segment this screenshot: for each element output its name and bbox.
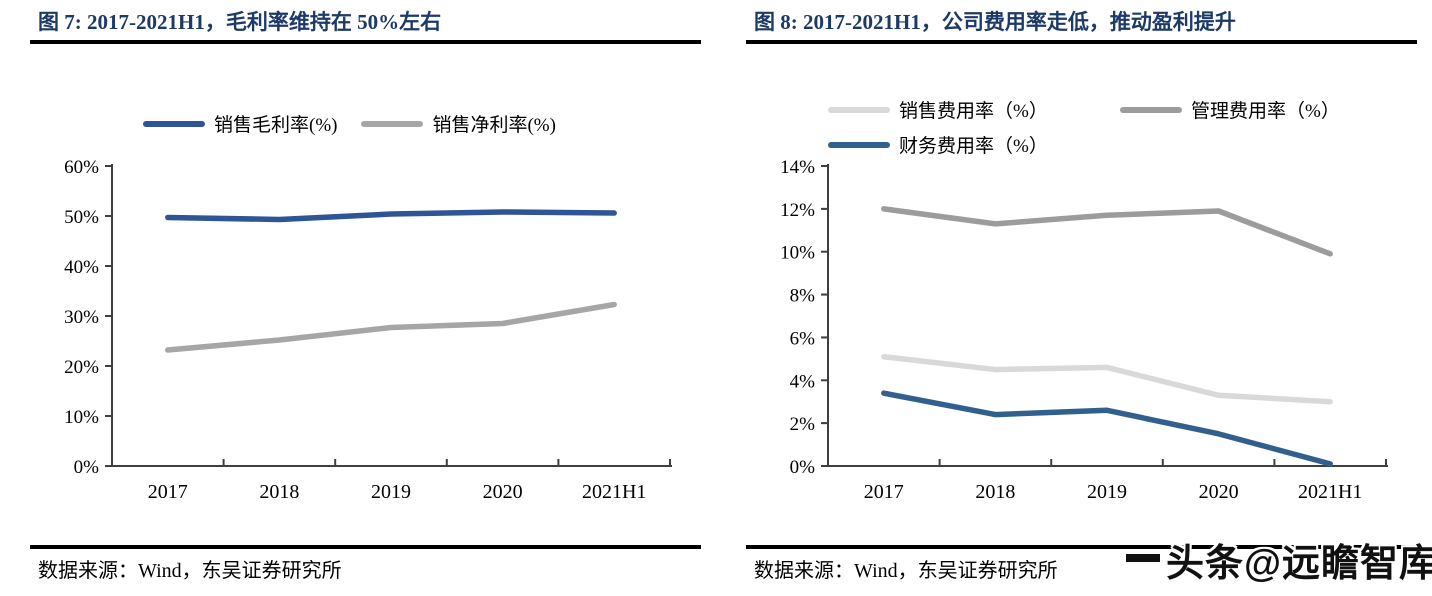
x-category-label: 2019 <box>1087 481 1127 503</box>
x-category-label: 2021H1 <box>582 481 646 503</box>
y-tick-label: 0% <box>790 457 816 478</box>
x-category-label: 2019 <box>371 481 411 503</box>
figure-8-title-rule <box>746 40 1417 44</box>
legend-label: 销售净利率(%) <box>432 115 556 136</box>
legend-label: 管理费用率（%） <box>1191 101 1340 122</box>
series-line <box>881 353 1333 405</box>
legend-item-gross-margin: 销售毛利率(%) <box>143 110 337 137</box>
y-tick-label: 0% <box>74 457 100 478</box>
series-line <box>881 206 1333 257</box>
x-category-label: 2017 <box>148 481 188 503</box>
y-tick-label: 14% <box>780 157 815 178</box>
legend-label: 销售毛利率(%) <box>214 115 338 136</box>
legend-item-selling-expense: 销售费用率（%） <box>828 96 1120 123</box>
legend-item-admin-expense: 管理费用率（%） <box>1120 96 1340 123</box>
figure-8: 图 8: 2017-2021H1，公司费用率走低，推动盈利提升 销售费用率（%）… <box>716 0 1432 596</box>
expense-ratio-line-chart: 0% 2% 4% 6% 8% 10% 12% 14% 2017 2018 2019 2020 2021H… <box>780 157 1388 503</box>
y-tick-label: 4% <box>790 371 816 392</box>
finance-expense-line-swatch <box>828 141 890 148</box>
legend-item-finance-expense: 财务费用率（%） <box>828 131 1120 158</box>
axis <box>111 164 672 467</box>
gross-margin-line-swatch <box>143 120 205 127</box>
watermark-clipped-glyph <box>1126 554 1160 562</box>
x-category-label: 2021H1 <box>1298 481 1362 503</box>
watermark-text: 头条@远瞻智库 <box>1166 543 1432 585</box>
figure-7-title-rule <box>30 40 701 44</box>
axis <box>827 164 1388 467</box>
y-tick-label: 10% <box>64 407 99 428</box>
figure-8-source: 数据来源：Wind，东吴证券研究所 <box>754 560 1058 582</box>
series-line <box>881 390 1333 467</box>
y-tick-label: 12% <box>780 200 815 221</box>
y-tick-label: 10% <box>780 243 815 264</box>
y-tick-label: 60% <box>64 157 99 178</box>
x-category-label: 2018 <box>975 481 1015 503</box>
figure-8-legend: 销售费用率（%） 管理费用率（%） 财务费用率（%） <box>828 96 1340 158</box>
y-tick-label: 50% <box>64 207 99 228</box>
legend-label: 财务费用率（%） <box>899 136 1048 157</box>
admin-expense-line-swatch <box>1120 106 1182 113</box>
figure-8-title: 图 8: 2017-2021H1，公司费用率走低，推动盈利提升 <box>754 10 1236 34</box>
y-tick-label: 40% <box>64 257 99 278</box>
x-category-label: 2017 <box>864 481 904 503</box>
figure-8-source-rule <box>746 545 1417 549</box>
figure-7-source: 数据来源：Wind，东吴证券研究所 <box>38 560 342 582</box>
figure-7-title: 图 7: 2017-2021H1，毛利率维持在 50%左右 <box>38 10 442 34</box>
series-line <box>165 209 617 223</box>
y-tick-label: 2% <box>790 414 816 435</box>
x-category-label: 2018 <box>259 481 299 503</box>
figure-7-source-rule <box>30 545 701 549</box>
figure-7-legend: 销售毛利率(%) 销售净利率(%) <box>143 110 556 137</box>
figure-7: 图 7: 2017-2021H1，毛利率维持在 50%左右 销售毛利率(%) 销… <box>30 10 701 582</box>
y-tick-label: 6% <box>790 328 816 349</box>
legend-label: 销售费用率（%） <box>899 101 1048 122</box>
selling-expense-line-swatch <box>828 106 890 113</box>
y-tick-label: 30% <box>64 307 99 328</box>
y-tick-label: 8% <box>790 286 816 307</box>
series-line <box>165 301 617 353</box>
watermark-toutiao-yuanzhan: 头条@远瞻智库 <box>1126 532 1432 587</box>
margin-line-chart: 0% 10% 20% 30% 40% 50% 60% 2017 2018 2019 2020 2021… <box>64 157 672 503</box>
x-category-label: 2020 <box>483 481 523 503</box>
x-category-label: 2020 <box>1199 481 1239 503</box>
legend-item-net-margin: 销售净利率(%) <box>361 110 556 137</box>
y-tick-label: 20% <box>64 357 99 378</box>
net-margin-line-swatch <box>361 120 424 127</box>
